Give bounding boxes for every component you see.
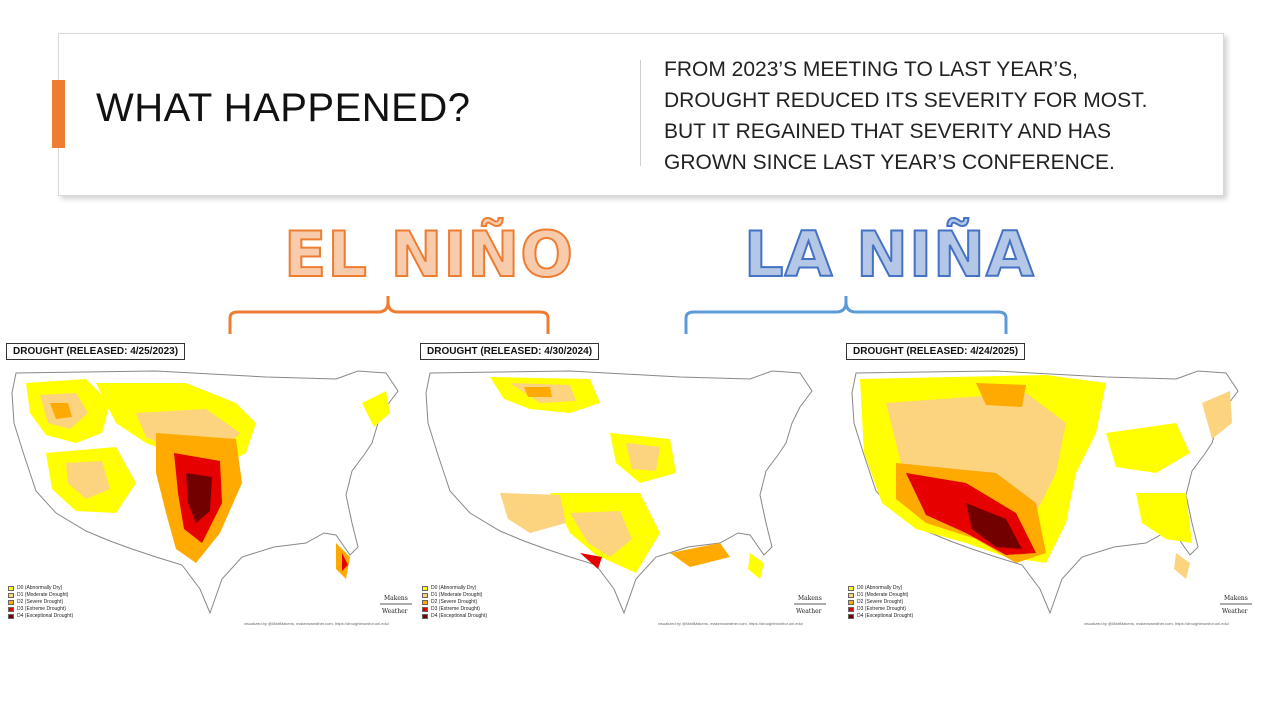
header-box <box>58 33 1224 196</box>
map-credit: visualized by @MattMakens, makensweather… <box>658 621 804 626</box>
summary-line: GROWN SINCE LAST YEAR’S CONFERENCE. <box>664 151 1115 174</box>
legend-label: D4 (Exceptional Drought) <box>431 613 488 619</box>
legend-item: D0 (Abnormally Dry) <box>422 585 487 592</box>
logo-line-1: Makens <box>798 595 822 602</box>
legend-item: D1 (Moderate Drought) <box>422 592 487 599</box>
legend-item: D0 (Abnormally Dry) <box>848 585 913 592</box>
legend-label: D0 (Abnormally Dry) <box>857 585 903 591</box>
legend-swatch <box>8 593 14 598</box>
drought-map-2025: DROUGHT (RELEASED: 4/24/2025) D0 (Abnorm… <box>846 343 1268 631</box>
makens-weather-logo: Makens Weather <box>794 595 826 615</box>
legend-label: D1 (Moderate Drought) <box>431 592 483 598</box>
summary-line: FROM 2023’S MEETING TO LAST YEAR’S, <box>664 58 1078 81</box>
el-nino-label: EL NIÑO <box>283 217 574 292</box>
legend-swatch <box>848 600 854 605</box>
legend-item: D0 (Abnormally Dry) <box>8 585 73 592</box>
legend-swatch <box>8 586 14 591</box>
logo-line-2: Weather <box>382 608 408 615</box>
el-nino-brace <box>228 296 550 334</box>
legend-swatch <box>422 607 428 612</box>
header-divider <box>640 60 641 166</box>
legend-label: D3 (Extreme Drought) <box>17 606 66 612</box>
legend-item: D2 (Severe Drought) <box>8 599 73 606</box>
logo-line-1: Makens <box>384 595 408 602</box>
legend-item: D4 (Exceptional Drought) <box>422 613 487 620</box>
legend-item: D4 (Exceptional Drought) <box>8 613 73 620</box>
la-nina-label: LA NIÑA <box>743 217 1035 292</box>
makens-weather-logo: Makens Weather <box>1220 595 1252 615</box>
legend-swatch <box>8 600 14 605</box>
legend-item: D2 (Severe Drought) <box>848 599 913 606</box>
legend-label: D1 (Moderate Drought) <box>857 592 909 598</box>
us-drought-map <box>851 370 1239 615</box>
map-legend: D0 (Abnormally Dry) D1 (Moderate Drought… <box>422 585 487 620</box>
legend-label: D2 (Severe Drought) <box>17 599 64 605</box>
legend-label: D0 (Abnormally Dry) <box>431 585 477 591</box>
legend-swatch <box>422 600 428 605</box>
legend-swatch <box>848 614 854 619</box>
legend-label: D2 (Severe Drought) <box>857 599 904 605</box>
drought-map-2023: DROUGHT (RELEASED: 4/25/2023) D0 (Abnorm… <box>6 343 428 631</box>
drought-map-2024: DROUGHT (RELEASED: 4/30/2024) D0 (Abnorm… <box>420 343 842 631</box>
summary-text: FROM 2023’S MEETING TO LAST YEAR’S, DROU… <box>664 54 1204 178</box>
summary-line: DROUGHT REDUCED ITS SEVERITY FOR MOST. <box>664 89 1148 112</box>
release-date-label: DROUGHT (RELEASED: 4/24/2025) <box>846 343 1026 360</box>
legend-swatch <box>848 586 854 591</box>
legend-label: D0 (Abnormally Dry) <box>17 585 63 591</box>
legend-swatch <box>422 586 428 591</box>
legend-item: D2 (Severe Drought) <box>422 599 487 606</box>
us-drought-map <box>11 370 399 615</box>
accent-bar <box>52 80 65 148</box>
legend-label: D2 (Severe Drought) <box>431 599 478 605</box>
legend-swatch <box>848 593 854 598</box>
release-date-label: DROUGHT (RELEASED: 4/25/2023) <box>6 343 186 360</box>
logo-line-2: Weather <box>1222 608 1248 615</box>
legend-swatch <box>848 607 854 612</box>
map-legend: D0 (Abnormally Dry) D1 (Moderate Drought… <box>848 585 913 620</box>
legend-swatch <box>8 607 14 612</box>
slide-title: WHAT HAPPENED? <box>96 86 471 130</box>
legend-swatch <box>8 614 14 619</box>
map-legend: D0 (Abnormally Dry) D1 (Moderate Drought… <box>8 585 73 620</box>
legend-label: D4 (Exceptional Drought) <box>857 613 914 619</box>
legend-item: D3 (Extreme Drought) <box>848 606 913 613</box>
legend-swatch <box>422 614 428 619</box>
legend-label: D3 (Extreme Drought) <box>857 606 906 612</box>
us-drought-map <box>425 370 813 615</box>
legend-label: D3 (Extreme Drought) <box>431 606 480 612</box>
legend-item: D3 (Extreme Drought) <box>8 606 73 613</box>
legend-item: D1 (Moderate Drought) <box>848 592 913 599</box>
legend-item: D4 (Exceptional Drought) <box>848 613 913 620</box>
legend-label: D1 (Moderate Drought) <box>17 592 69 598</box>
makens-weather-logo: Makens Weather <box>380 595 412 615</box>
la-nina-brace <box>684 296 1008 334</box>
legend-item: D3 (Extreme Drought) <box>422 606 487 613</box>
map-credit: visualized by @MattMakens, makensweather… <box>1084 621 1230 626</box>
release-date-label: DROUGHT (RELEASED: 4/30/2024) <box>420 343 600 360</box>
logo-line-2: Weather <box>796 608 822 615</box>
map-credit: visualized by @MattMakens, makensweather… <box>244 621 390 626</box>
legend-swatch <box>422 593 428 598</box>
logo-line-1: Makens <box>1224 595 1248 602</box>
summary-line: BUT IT REGAINED THAT SEVERITY AND HAS <box>664 120 1111 143</box>
legend-item: D1 (Moderate Drought) <box>8 592 73 599</box>
legend-label: D4 (Exceptional Drought) <box>17 613 74 619</box>
